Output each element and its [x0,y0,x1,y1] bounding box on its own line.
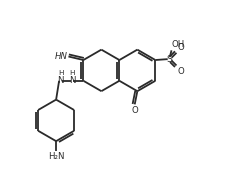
Text: N: N [57,76,64,85]
Text: HN: HN [55,52,68,61]
Text: H: H [58,70,63,76]
Text: H: H [69,70,75,76]
Text: O: O [178,43,184,52]
Text: S: S [167,55,173,64]
Text: H₂N: H₂N [48,152,64,161]
Text: OH: OH [172,40,185,49]
Text: O: O [131,106,138,115]
Text: N: N [69,76,75,85]
Text: O: O [178,67,184,76]
